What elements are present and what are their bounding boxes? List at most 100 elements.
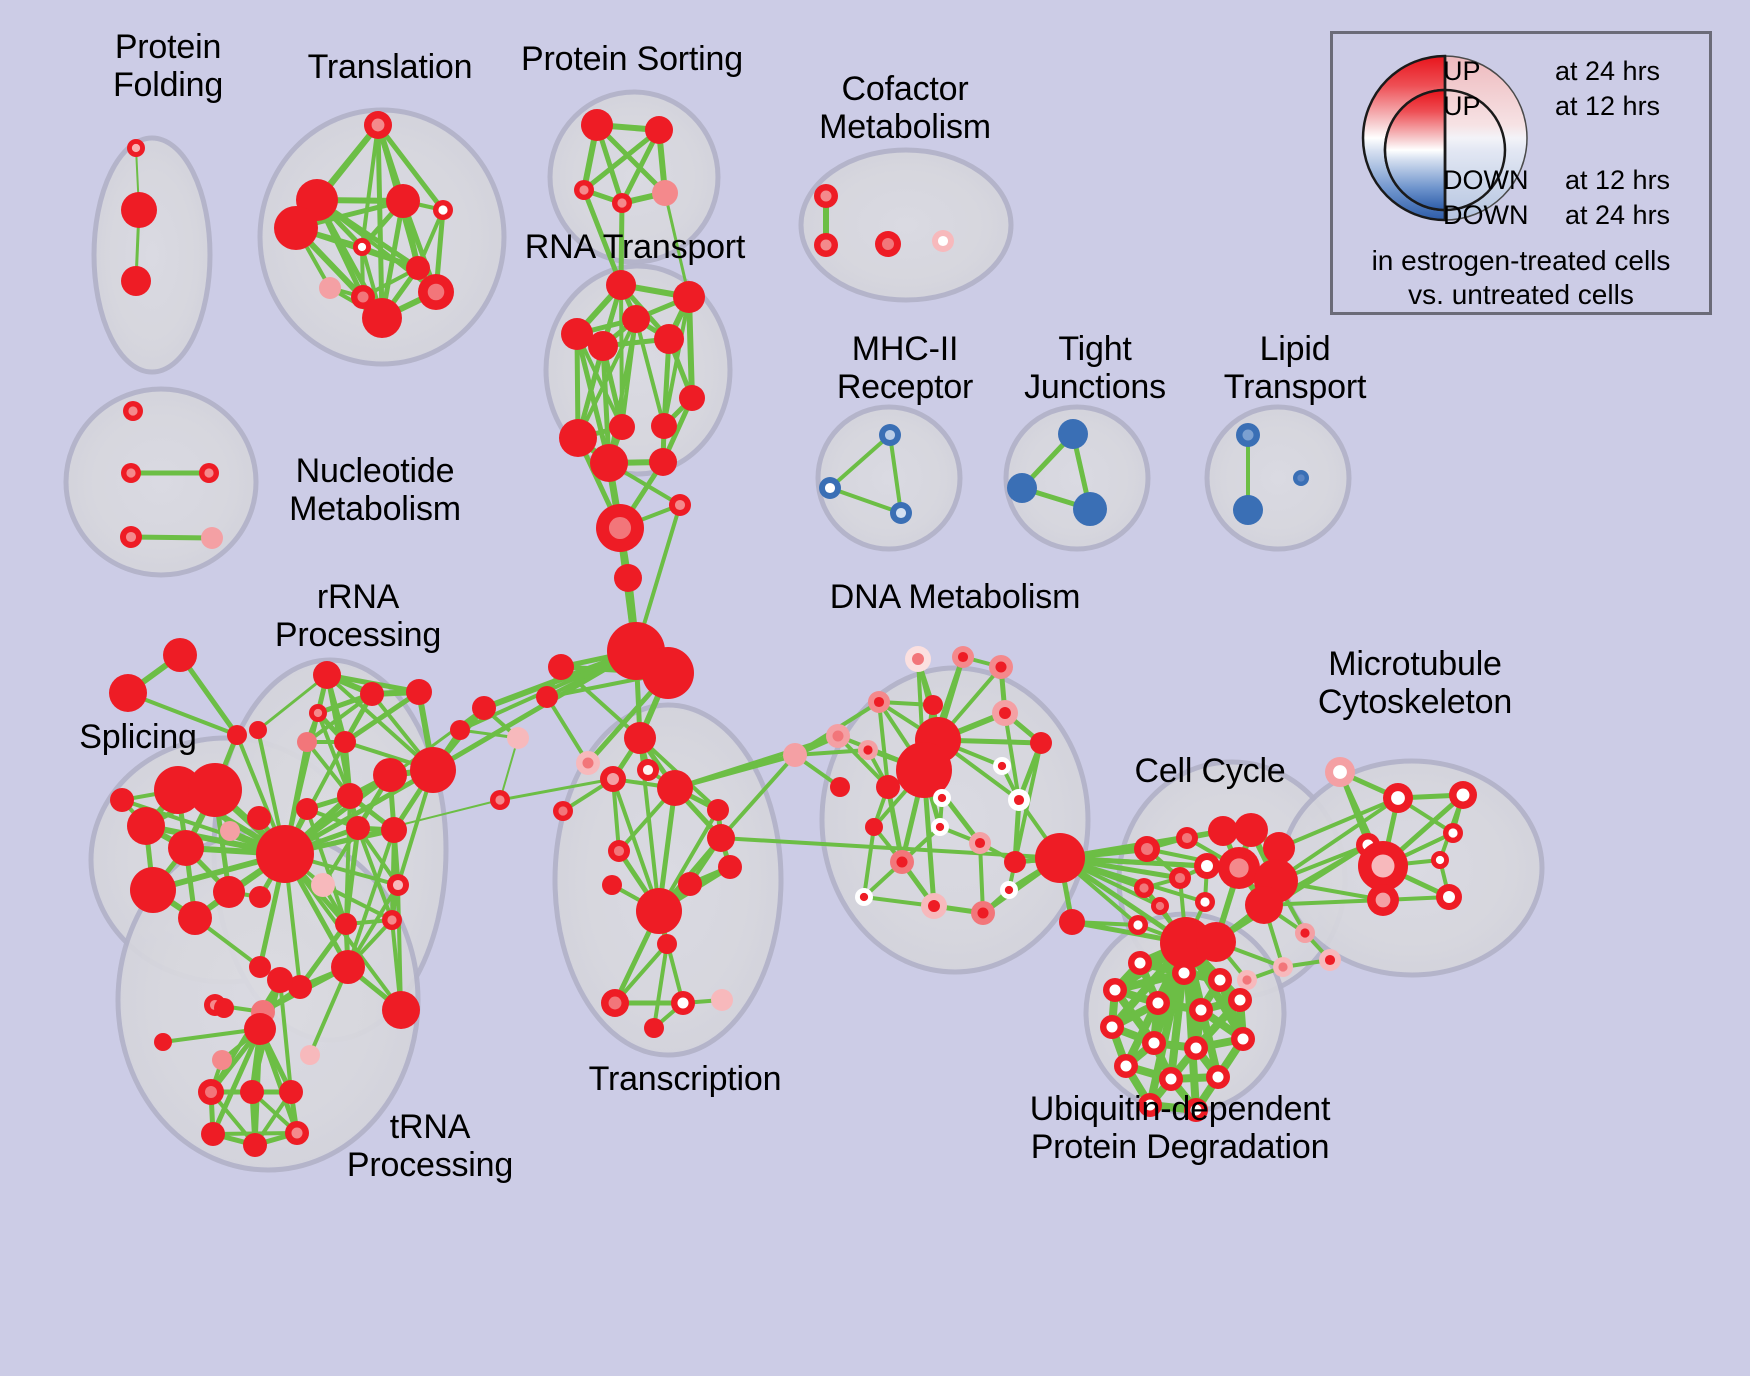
network-node-tr7[interactable] — [406, 256, 430, 280]
network-node-ps3[interactable] — [574, 180, 594, 200]
network-node-cc20[interactable] — [1237, 970, 1257, 990]
network-node-tx2[interactable] — [637, 759, 659, 781]
network-node-rt6[interactable] — [588, 331, 618, 361]
network-node-sp4[interactable] — [154, 766, 202, 814]
network-node-rt12[interactable] — [649, 448, 677, 476]
network-node-tr4[interactable] — [386, 184, 420, 218]
network-node-sp5[interactable] — [188, 763, 242, 817]
network-node-sp6[interactable] — [127, 807, 165, 845]
network-node-tr3[interactable] — [274, 206, 318, 250]
network-node-sp7[interactable] — [168, 830, 204, 866]
network-node-dm21[interactable] — [855, 888, 873, 906]
network-node-mt7[interactable] — [1367, 884, 1399, 916]
network-node-cc7[interactable] — [1169, 867, 1191, 889]
network-node-cc16[interactable] — [1196, 922, 1236, 962]
network-node-hub6[interactable] — [536, 686, 558, 708]
network-node-pf3[interactable] — [121, 266, 151, 296]
network-node-rr1[interactable] — [313, 661, 341, 689]
network-node-dm27[interactable] — [830, 777, 850, 797]
network-node-dm14[interactable] — [933, 789, 951, 807]
network-node-mt1[interactable] — [1325, 757, 1355, 787]
network-node-tx10[interactable] — [718, 855, 742, 879]
network-node-ub6[interactable] — [1189, 998, 1213, 1022]
network-node-lt2[interactable] — [1233, 495, 1263, 525]
network-node-nm4[interactable] — [120, 526, 142, 548]
network-node-hub12[interactable] — [669, 494, 691, 516]
network-node-tj1[interactable] — [1058, 419, 1088, 449]
network-node-ub2[interactable] — [1172, 961, 1196, 985]
network-node-rr10[interactable] — [346, 816, 370, 840]
network-node-cc6[interactable] — [1134, 878, 1154, 898]
network-node-rr16[interactable] — [382, 910, 402, 930]
network-node-ub5[interactable] — [1146, 991, 1170, 1015]
network-node-tr11[interactable] — [362, 298, 402, 338]
network-node-cc2[interactable] — [1176, 827, 1198, 849]
network-node-dm23[interactable] — [971, 901, 995, 925]
network-node-sp10[interactable] — [110, 788, 134, 812]
network-node-dm26[interactable] — [1059, 909, 1085, 935]
network-node-dm5[interactable] — [923, 695, 943, 715]
network-node-rt5[interactable] — [654, 324, 684, 354]
network-node-rr8[interactable] — [337, 783, 363, 809]
network-node-dm24[interactable] — [1000, 881, 1018, 899]
network-node-rt3[interactable] — [622, 305, 650, 333]
network-node-tx11[interactable] — [602, 875, 622, 895]
network-node-sp11[interactable] — [130, 867, 176, 913]
network-node-tn7[interactable] — [279, 1080, 303, 1104]
network-node-cc9[interactable] — [1218, 847, 1260, 889]
network-node-hub2[interactable] — [614, 564, 642, 592]
network-node-hub9[interactable] — [507, 727, 529, 749]
network-node-tn9[interactable] — [243, 1133, 267, 1157]
network-node-cc19[interactable] — [1273, 957, 1293, 977]
network-node-cm1[interactable] — [814, 184, 838, 208]
network-node-cc13[interactable] — [1245, 886, 1283, 924]
network-node-rr14[interactable] — [387, 874, 409, 896]
network-node-ub16[interactable] — [1184, 1098, 1208, 1122]
network-node-tx3[interactable] — [657, 770, 693, 806]
network-node-cc15[interactable] — [1160, 917, 1212, 969]
network-node-tn4[interactable] — [154, 1033, 172, 1051]
network-node-tn2[interactable] — [212, 1050, 232, 1070]
network-node-mh1[interactable] — [879, 424, 901, 446]
network-node-tx16[interactable] — [644, 1018, 664, 1038]
network-node-rt9[interactable] — [651, 413, 677, 439]
network-node-rr15[interactable] — [335, 913, 357, 935]
network-node-hub8[interactable] — [472, 696, 496, 720]
network-node-mt2[interactable] — [1383, 783, 1413, 813]
network-node-dm13[interactable] — [876, 775, 900, 799]
network-node-dm20[interactable] — [1004, 851, 1026, 873]
network-node-rr3[interactable] — [406, 679, 432, 705]
network-node-nm5[interactable] — [201, 527, 223, 549]
network-node-ub14[interactable] — [1206, 1065, 1230, 1089]
network-node-dm7[interactable] — [896, 742, 952, 798]
network-node-tx7[interactable] — [608, 840, 630, 862]
network-node-tx8[interactable] — [678, 872, 702, 896]
network-node-rt4[interactable] — [561, 318, 593, 350]
network-node-mt6[interactable] — [1431, 851, 1449, 869]
network-node-ps5[interactable] — [652, 180, 678, 206]
network-node-rr2[interactable] — [360, 682, 384, 706]
network-node-rr23[interactable] — [382, 991, 420, 1029]
network-node-dm15[interactable] — [931, 818, 949, 836]
network-node-mh3[interactable] — [890, 502, 912, 524]
network-node-dm25[interactable] — [1035, 833, 1085, 883]
network-node-ub8[interactable] — [1100, 1015, 1124, 1039]
network-node-tx15[interactable] — [711, 989, 733, 1011]
network-node-rt11[interactable] — [590, 444, 628, 482]
network-node-rt8[interactable] — [559, 419, 597, 457]
network-node-tx5[interactable] — [707, 824, 735, 852]
network-node-dm16[interactable] — [1008, 789, 1030, 811]
network-node-rr24[interactable] — [214, 998, 234, 1018]
network-node-ub4[interactable] — [1103, 978, 1127, 1002]
network-node-rr19[interactable] — [331, 950, 365, 984]
network-node-rt2[interactable] — [673, 281, 705, 313]
network-node-cm3[interactable] — [875, 231, 901, 257]
network-node-hub7[interactable] — [576, 751, 600, 775]
network-node-mh2[interactable] — [819, 477, 841, 499]
network-node-mt9[interactable] — [1443, 823, 1463, 843]
network-node-ub7[interactable] — [1228, 988, 1252, 1012]
network-node-tr6[interactable] — [353, 238, 371, 256]
network-node-hub10[interactable] — [490, 790, 510, 810]
network-node-ub13[interactable] — [1159, 1067, 1183, 1091]
network-node-rr4[interactable] — [334, 731, 356, 753]
